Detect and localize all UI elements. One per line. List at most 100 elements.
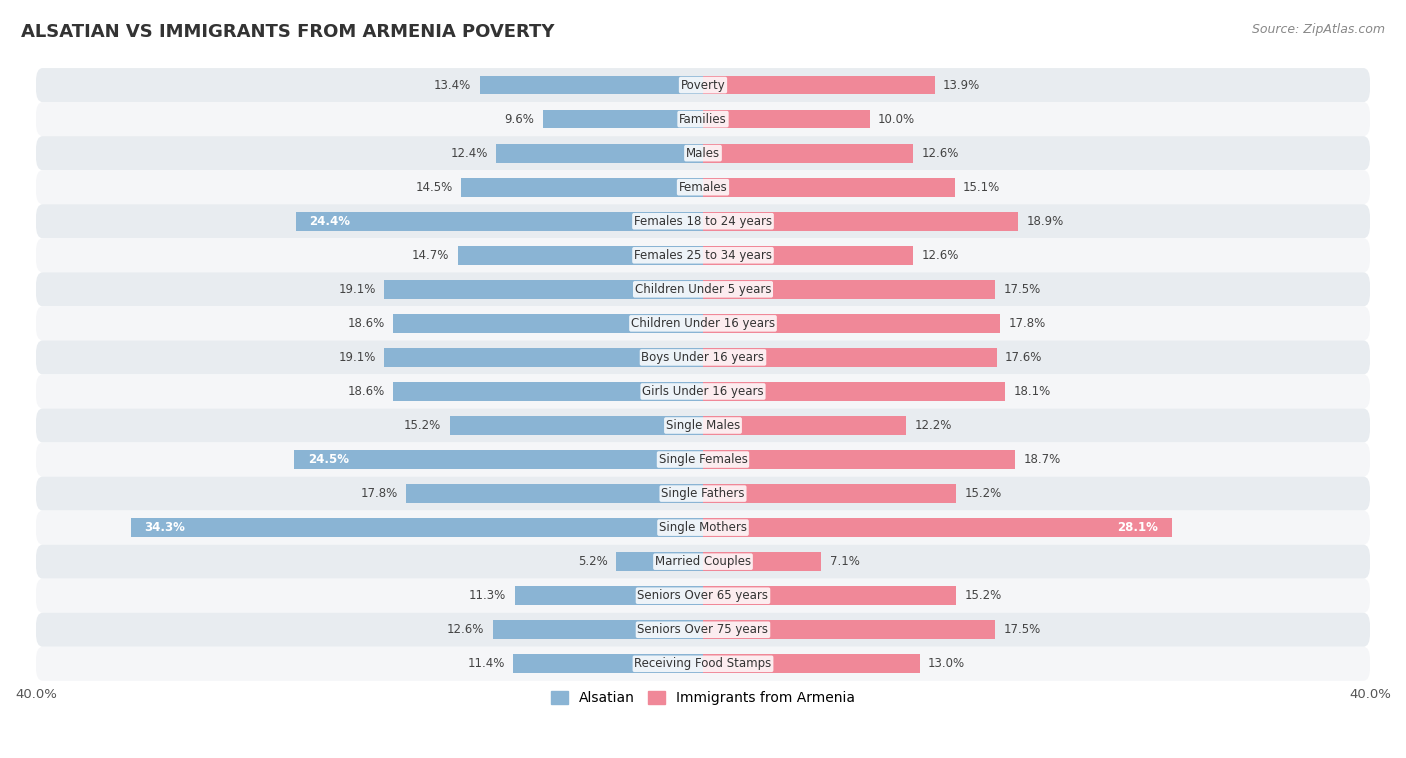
Text: 18.7%: 18.7% <box>1024 453 1060 466</box>
Bar <box>513 654 703 673</box>
Text: 15.2%: 15.2% <box>965 589 1002 602</box>
Text: Females 25 to 34 years: Females 25 to 34 years <box>634 249 772 262</box>
Text: 17.8%: 17.8% <box>1008 317 1046 330</box>
Text: 9.6%: 9.6% <box>505 113 534 126</box>
Bar <box>703 484 956 503</box>
Text: 24.4%: 24.4% <box>309 215 350 227</box>
Text: 18.6%: 18.6% <box>347 385 384 398</box>
Text: 34.3%: 34.3% <box>145 522 186 534</box>
Text: Single Mothers: Single Mothers <box>659 522 747 534</box>
Text: 15.2%: 15.2% <box>965 487 1002 500</box>
Text: 19.1%: 19.1% <box>339 283 377 296</box>
Text: 19.1%: 19.1% <box>339 351 377 364</box>
Text: Married Couples: Married Couples <box>655 555 751 568</box>
Text: 14.7%: 14.7% <box>412 249 450 262</box>
Bar <box>703 382 1005 401</box>
Text: 11.3%: 11.3% <box>470 589 506 602</box>
Text: 17.5%: 17.5% <box>1002 283 1040 296</box>
FancyBboxPatch shape <box>37 578 1369 612</box>
FancyBboxPatch shape <box>37 136 1369 171</box>
Bar <box>450 416 703 435</box>
Text: Families: Families <box>679 113 727 126</box>
Bar <box>494 620 703 639</box>
Bar <box>392 382 703 401</box>
Bar <box>703 280 995 299</box>
Text: Children Under 16 years: Children Under 16 years <box>631 317 775 330</box>
Text: 18.6%: 18.6% <box>347 317 384 330</box>
FancyBboxPatch shape <box>37 204 1369 238</box>
FancyBboxPatch shape <box>37 612 1369 647</box>
Text: 12.6%: 12.6% <box>921 249 959 262</box>
Text: Males: Males <box>686 146 720 160</box>
Text: 17.8%: 17.8% <box>360 487 398 500</box>
Bar <box>479 76 703 95</box>
Text: Single Males: Single Males <box>666 419 740 432</box>
Bar <box>294 450 703 469</box>
Text: 24.5%: 24.5% <box>308 453 349 466</box>
Bar <box>703 246 912 265</box>
Bar <box>406 484 703 503</box>
FancyBboxPatch shape <box>37 374 1369 409</box>
Bar <box>703 178 955 196</box>
FancyBboxPatch shape <box>37 443 1369 477</box>
Bar <box>616 553 703 571</box>
Text: Source: ZipAtlas.com: Source: ZipAtlas.com <box>1251 23 1385 36</box>
Text: 7.1%: 7.1% <box>830 555 859 568</box>
Text: Poverty: Poverty <box>681 79 725 92</box>
Legend: Alsatian, Immigrants from Armenia: Alsatian, Immigrants from Armenia <box>546 685 860 711</box>
Bar <box>392 314 703 333</box>
FancyBboxPatch shape <box>37 647 1369 681</box>
Bar <box>703 654 920 673</box>
Text: 12.6%: 12.6% <box>447 623 485 636</box>
Bar <box>703 620 995 639</box>
Text: Seniors Over 75 years: Seniors Over 75 years <box>637 623 769 636</box>
Text: Single Fathers: Single Fathers <box>661 487 745 500</box>
Text: 18.9%: 18.9% <box>1026 215 1064 227</box>
Bar <box>703 76 935 95</box>
FancyBboxPatch shape <box>37 340 1369 374</box>
Text: Children Under 5 years: Children Under 5 years <box>634 283 772 296</box>
Bar <box>703 212 1018 230</box>
Bar <box>543 110 703 129</box>
FancyBboxPatch shape <box>37 409 1369 443</box>
Text: 28.1%: 28.1% <box>1118 522 1159 534</box>
Bar <box>496 144 703 162</box>
Text: ALSATIAN VS IMMIGRANTS FROM ARMENIA POVERTY: ALSATIAN VS IMMIGRANTS FROM ARMENIA POVE… <box>21 23 554 41</box>
FancyBboxPatch shape <box>37 171 1369 204</box>
Text: Boys Under 16 years: Boys Under 16 years <box>641 351 765 364</box>
Text: 13.9%: 13.9% <box>943 79 980 92</box>
Text: Receiving Food Stamps: Receiving Food Stamps <box>634 657 772 670</box>
Text: 12.4%: 12.4% <box>450 146 488 160</box>
FancyBboxPatch shape <box>37 102 1369 136</box>
Text: Girls Under 16 years: Girls Under 16 years <box>643 385 763 398</box>
Bar <box>703 450 1015 469</box>
Bar <box>703 587 956 605</box>
Bar <box>131 518 703 537</box>
Text: Seniors Over 65 years: Seniors Over 65 years <box>637 589 769 602</box>
FancyBboxPatch shape <box>37 272 1369 306</box>
Text: Single Females: Single Females <box>658 453 748 466</box>
Bar <box>703 144 912 162</box>
Bar <box>703 314 1000 333</box>
Text: 14.5%: 14.5% <box>416 180 453 194</box>
FancyBboxPatch shape <box>37 545 1369 578</box>
FancyBboxPatch shape <box>37 238 1369 272</box>
FancyBboxPatch shape <box>37 477 1369 511</box>
Bar <box>703 518 1171 537</box>
Text: 11.4%: 11.4% <box>467 657 505 670</box>
Bar <box>297 212 703 230</box>
Bar <box>703 348 997 367</box>
Bar <box>384 348 703 367</box>
Text: 12.6%: 12.6% <box>921 146 959 160</box>
FancyBboxPatch shape <box>37 511 1369 545</box>
Bar <box>458 246 703 265</box>
Text: 18.1%: 18.1% <box>1014 385 1050 398</box>
Text: 17.6%: 17.6% <box>1005 351 1042 364</box>
Text: 15.2%: 15.2% <box>404 419 441 432</box>
Text: Females: Females <box>679 180 727 194</box>
Text: 13.4%: 13.4% <box>434 79 471 92</box>
Text: Females 18 to 24 years: Females 18 to 24 years <box>634 215 772 227</box>
Text: 10.0%: 10.0% <box>879 113 915 126</box>
Text: 13.0%: 13.0% <box>928 657 966 670</box>
Bar <box>703 416 907 435</box>
